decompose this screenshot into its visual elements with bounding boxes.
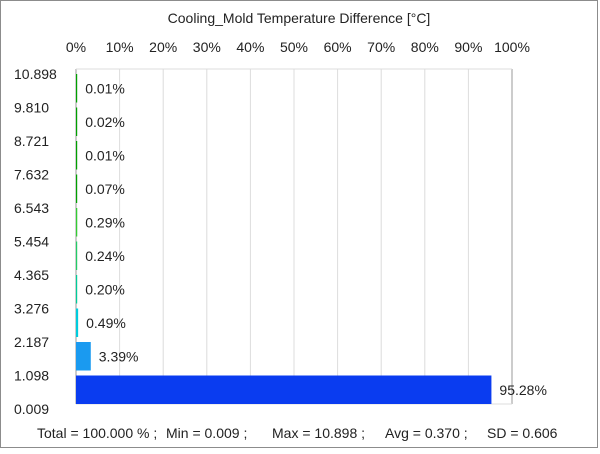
histogram-bar [76,141,78,170]
bar-value-label: 0.07% [85,181,125,197]
x-tick-label: 40% [236,39,264,55]
x-tick-label: 100% [494,39,530,55]
x-tick-label: 20% [149,39,177,55]
footer-avg: Avg = 0.370 ; [385,425,468,441]
footer-total: Total = 100.000 % ; [37,425,157,441]
y-tick-labels: 10.898 9.810 8.721 7.632 6.543 5.454 4.365 3.27… [14,66,57,417]
histogram-bar [76,342,91,371]
histogram-bar [76,308,79,337]
grid-lines [75,68,513,405]
chart-title: Cooling_Mold Temperature Difference [°C] [168,10,431,26]
x-tick-label: 0% [66,39,86,55]
x-tick-label: 10% [106,39,134,55]
x-tick-label: 70% [367,39,395,55]
bar-value-labels: 0.01% 0.02% 0.01% 0.07% 0.29% 0.24% 0.20% 0.49%… [85,80,547,398]
y-tick-label: 2.187 [14,334,49,350]
bar-value-label: 0.20% [85,281,125,297]
bar-value-label: 0.02% [85,114,125,130]
footer-sd: SD = 0.606 [487,425,558,441]
histogram-bar [76,74,78,103]
footer-min: Min = 0.009 ; [166,425,247,441]
y-tick-label: 7.632 [14,167,49,183]
x-tick-label: 90% [454,39,482,55]
x-tick-label: 50% [280,39,308,55]
bar-value-label: 0.29% [85,214,125,230]
bar-value-label: 95.28% [499,382,546,398]
histogram-bar [76,275,78,304]
y-tick-label: 5.454 [14,234,49,250]
y-tick-label: 6.543 [14,200,49,216]
y-tick-label: 10.898 [14,66,57,82]
bar-value-label: 0.01% [85,147,125,163]
histogram-bar [76,208,78,237]
bar-value-label: 0.49% [86,315,126,331]
bars [76,74,492,404]
y-tick-label: 9.810 [14,100,49,116]
x-tick-labels: 0% 10% 20% 30% 40% 50% 60% 70% 80% 90% 100% [66,39,530,55]
y-tick-label: 8.721 [14,133,49,149]
x-tick-label: 60% [324,39,352,55]
y-tick-label: 4.365 [14,267,49,283]
bar-value-label: 3.39% [99,348,139,364]
x-tick-label: 30% [193,39,221,55]
x-tick-label: 80% [411,39,439,55]
histogram-bar [76,375,492,404]
bar-value-label: 0.24% [85,248,125,264]
histogram-bar [76,107,78,136]
footer-max: Max = 10.898 ; [272,425,365,441]
histogram-bar [76,241,78,270]
y-tick-label: 0.009 [14,401,49,417]
histogram-bar [76,174,78,203]
y-tick-label: 3.276 [14,301,49,317]
bar-value-label: 0.01% [85,80,125,96]
y-tick-label: 1.098 [14,368,49,384]
